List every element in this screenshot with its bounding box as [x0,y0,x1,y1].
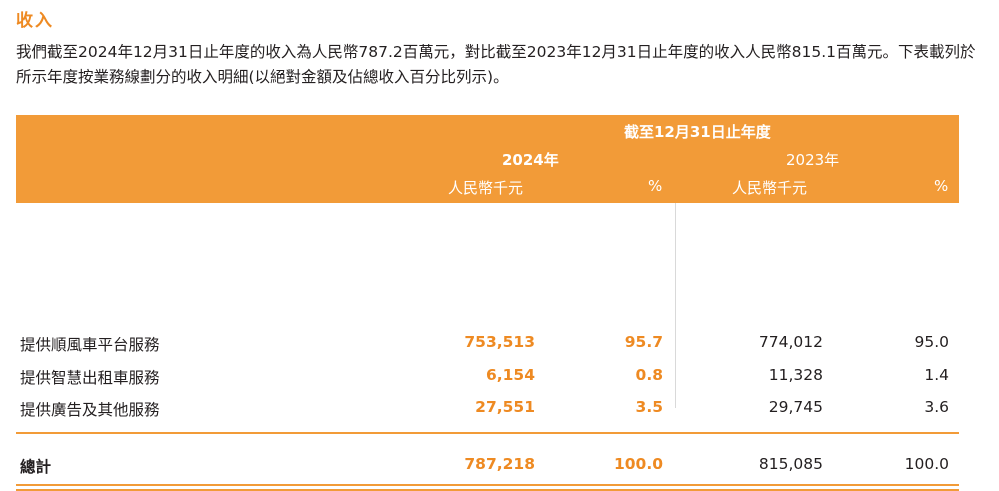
table-header: 截至12月31日止年度 2024年 2023年 人民幣千元 % 人民幣千元 % [16,115,959,203]
total-pct-2024: 100.0 [613,455,663,473]
total-label: 總計 [20,458,52,476]
total-amount-2024: 787,218 [464,455,535,473]
pct-2023-header: % [934,177,949,195]
table-row: 提供順風車平台服務 753,513 95.7 774,012 95.0 [16,333,959,357]
table-row: 提供智慧出租車服務 6,154 0.8 11,328 1.4 [16,366,959,390]
amount-2023-header: 人民幣千元 [732,179,808,197]
amount-2024: 6,154 [485,366,535,384]
amount-2024-header: 人民幣千元 [448,179,524,197]
row-label: 提供廣告及其他服務 [20,401,160,419]
year-2023-header: 2023年 [786,151,840,169]
column-divider [675,203,676,408]
pct-2023: 3.6 [924,398,949,416]
pct-2024: 0.8 [635,366,663,384]
total-pct-2023: 100.0 [904,455,949,473]
total-rule-top [16,432,959,434]
intro-paragraph: 我們截至2024年12月31日止年度的收入為人民幣787.2百萬元，對比截至20… [16,43,976,86]
table-row: 提供廣告及其他服務 27,551 3.5 29,745 3.6 [16,398,959,422]
table-body: 提供順風車平台服務 753,513 95.7 774,012 95.0 提供智慧… [16,203,959,491]
row-label: 提供智慧出租車服務 [20,369,160,387]
total-row: 總計 787,218 100.0 815,085 100.0 [16,455,959,479]
pct-2023: 95.0 [914,333,949,351]
amount-2024: 753,513 [464,333,535,351]
revenue-table: 截至12月31日止年度 2024年 2023年 人民幣千元 % 人民幣千元 % … [16,115,959,491]
pct-2024-header: % [648,177,663,195]
amount-2023: 774,012 [758,333,823,351]
amount-2024: 27,551 [475,398,535,416]
year-2024-header: 2024年 [502,151,559,169]
amount-2023: 29,745 [768,398,823,416]
pct-2024: 3.5 [635,398,663,416]
amount-2023: 11,328 [768,366,823,384]
total-amount-2023: 815,085 [758,455,823,473]
total-rule-bottom [16,484,959,486]
pct-2023: 1.4 [924,366,949,384]
pct-2024: 95.7 [624,333,663,351]
section-title: 收入 [16,11,54,31]
period-header: 截至12月31日止年度 [624,123,771,141]
row-label: 提供順風車平台服務 [20,336,160,354]
